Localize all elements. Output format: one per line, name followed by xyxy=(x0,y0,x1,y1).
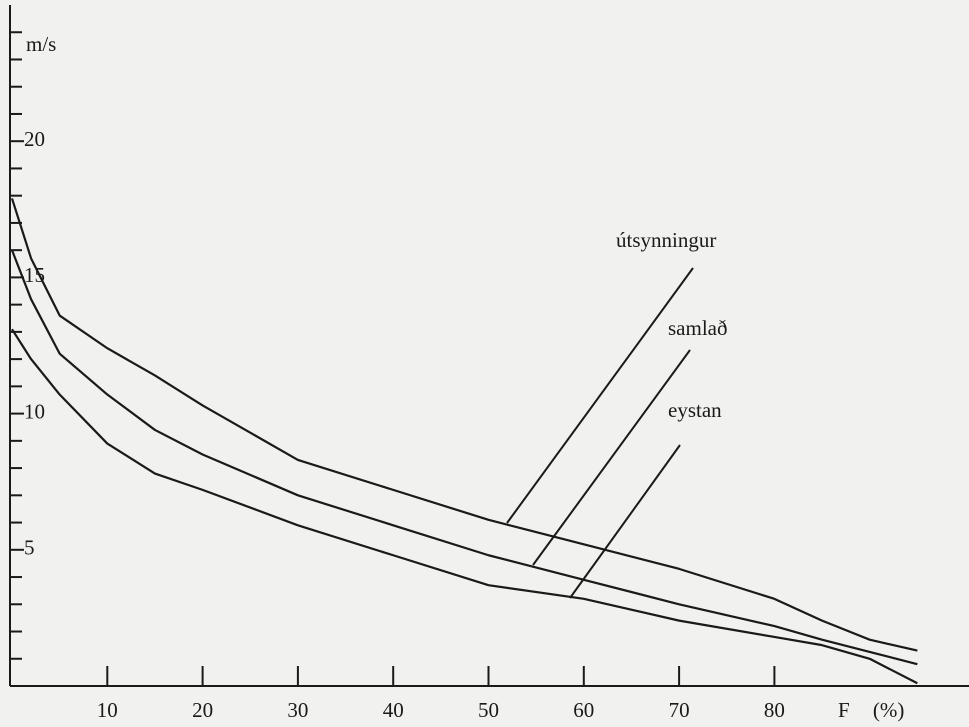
leader-line xyxy=(506,267,694,524)
x-tick-label: 80 xyxy=(764,698,785,722)
x-tick-label: 30 xyxy=(287,698,308,722)
x-tick-label: 20 xyxy=(192,698,213,722)
y-tick-label: 20 xyxy=(24,127,45,151)
leader-line xyxy=(532,349,691,566)
x-tick-label: 70 xyxy=(669,698,690,722)
y-tick-label: 5 xyxy=(24,536,35,560)
series-line xyxy=(11,328,918,685)
series-line xyxy=(10,249,918,666)
x-tick-label: 40 xyxy=(383,698,404,722)
series-line xyxy=(10,198,918,652)
x-tick-label: 10 xyxy=(97,698,118,722)
y-tick-label: 10 xyxy=(24,399,45,423)
series-annotation: útsynningur xyxy=(616,228,716,252)
y-axis-label: m/s xyxy=(26,32,56,56)
leader-line xyxy=(569,444,681,599)
x-tick-label: 60 xyxy=(573,698,594,722)
series-annotation: eystan xyxy=(668,398,722,422)
series-annotation: samlað xyxy=(668,316,727,340)
x-axis-label: F (%) xyxy=(838,698,904,722)
x-tick-label: 50 xyxy=(478,698,499,722)
y-tick-label: 15 xyxy=(24,263,45,287)
